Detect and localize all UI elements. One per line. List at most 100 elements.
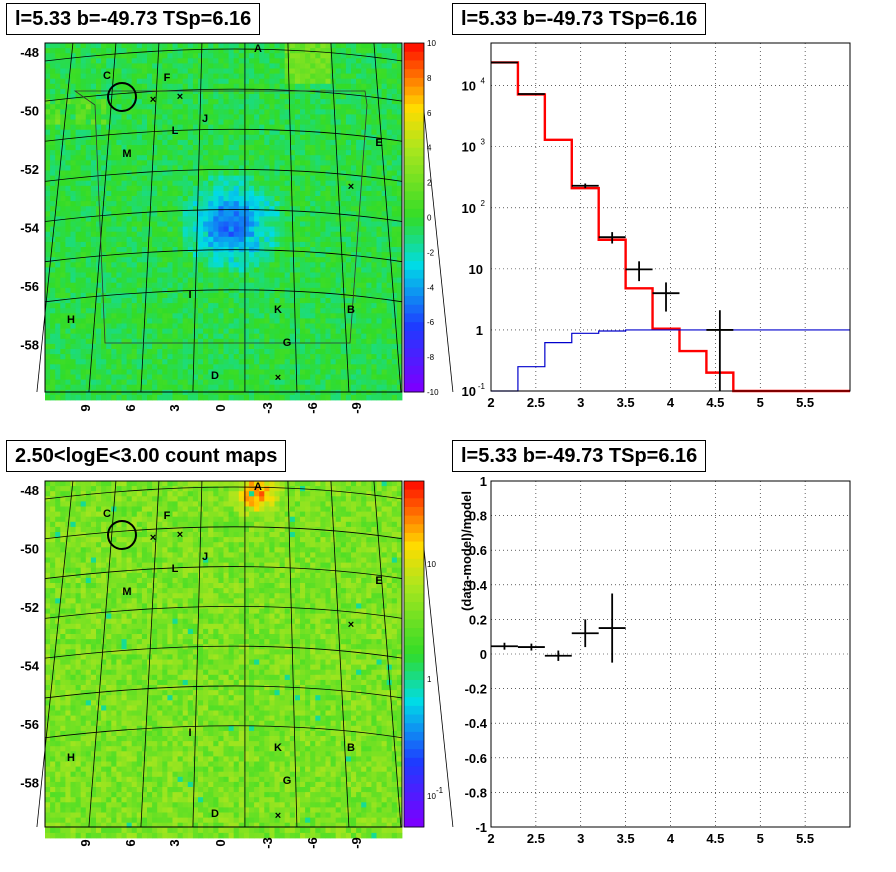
map-pixel [141,73,148,80]
map-pixel [177,247,184,253]
map-pixel [361,160,367,166]
map-pixel [172,53,178,59]
map-pixel [147,267,153,273]
map-pixel [243,180,250,187]
map-pixel [371,267,377,273]
map-pixel [131,119,138,125]
map-pixel [269,359,275,365]
map-pixel [75,139,82,146]
map-pixel [269,104,275,110]
map-pixel [259,134,265,141]
map-pixel [187,104,194,110]
map-pixel [356,318,362,324]
map-pixel [305,374,311,380]
map-pixel [131,384,138,391]
map-pixel [238,333,245,340]
map-pixel [131,94,138,100]
map-pixel [279,236,286,243]
map-pixel [203,333,209,340]
map-pixel [284,216,291,222]
map-pixel [294,216,301,222]
map-pixel [213,53,219,59]
map-pixel [310,180,316,187]
map-pixel [249,78,255,85]
map-pixel [320,124,326,131]
map-pixel [325,109,331,115]
map-pixel [330,328,337,335]
map-pixel [172,323,178,329]
map-gridline-lat [44,88,403,102]
map-pixel [111,323,117,329]
map-pixel [203,68,209,74]
map-pixel [172,328,178,335]
map-pixel [356,53,362,59]
map-pixel [136,374,143,380]
map-pixel [182,364,189,370]
map-pixel [218,53,224,59]
map-pixel [157,63,163,69]
map-pixel [305,303,311,309]
map-pixel [233,241,240,248]
map-pixel [376,124,382,131]
map-pixel [90,247,97,253]
map-pixel [45,196,51,202]
map-pixel [192,394,199,401]
map-pixel [289,83,296,90]
map-pixel [300,318,306,324]
map-pixel [126,150,133,156]
map-pixel [300,88,306,95]
map-pixel [330,48,337,54]
map-pixel [162,374,168,380]
map-pixel [106,114,112,120]
map-pixel [386,272,393,278]
map-pixel [96,369,102,375]
map-pixel [335,63,342,69]
map-pixel [345,63,352,69]
map-pixel [80,318,87,324]
source-label: L [172,125,179,137]
map-pixel [320,374,326,380]
map-pixel [325,303,331,309]
map-pixel [315,109,321,115]
map-pixel [371,104,377,110]
map-pixel [45,389,51,396]
map-pixel [45,211,51,217]
map-pixel [85,104,92,110]
map-pixel [330,134,337,141]
map-pixel [141,303,148,309]
map-pixel [70,139,76,146]
map-pixel [152,165,158,171]
map-pixel [284,139,291,146]
map-pixel [386,73,393,80]
map-pixel [249,384,255,391]
map-pixel [116,343,122,350]
map-pixel [106,139,112,146]
map-pixel [213,292,219,299]
map-pixel [213,185,219,192]
map-pixel [80,313,87,319]
map-pixel [131,262,138,268]
map-pixel [70,211,76,217]
map-pixel [254,78,260,85]
map-pixel [391,354,398,360]
map-pixel [203,139,209,146]
map-pixel [361,282,367,289]
map-pixel [116,313,122,319]
map-pixel [50,354,56,360]
map-pixel [136,308,143,314]
map-pixel [340,63,347,69]
map-pixel [315,48,321,54]
map-pixel [264,333,270,340]
source-label: M [122,148,131,160]
map-pixel [96,374,102,380]
map-pixel [396,226,403,233]
map-pixel [126,185,133,192]
map-pixel [192,119,199,125]
map-pixel [315,43,321,49]
map-pixel [213,272,219,278]
map-pixel [356,114,362,120]
map-pixel [131,73,138,80]
map-pixel [294,190,301,197]
map-pixel [284,211,291,217]
map-pixel [90,211,97,217]
